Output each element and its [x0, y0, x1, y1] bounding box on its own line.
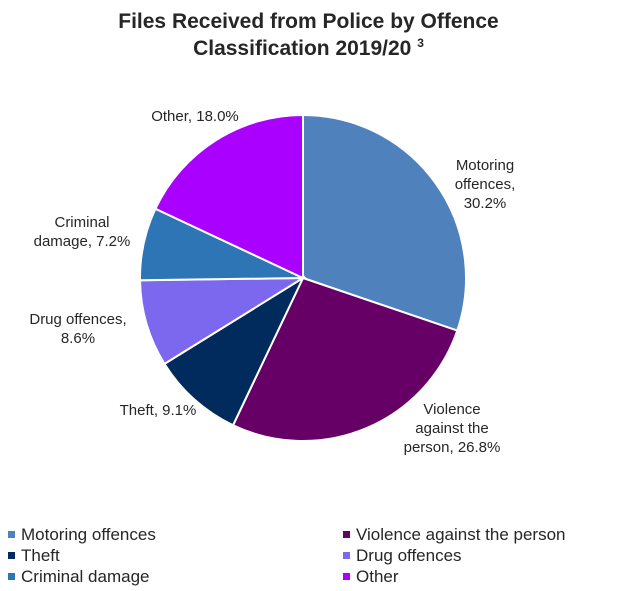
- legend-swatch: [8, 573, 15, 580]
- chart-title-line-2: Classification 2019/20 3: [0, 35, 617, 62]
- legend-item-theft: Theft: [8, 545, 343, 566]
- pie-slice-other: [154, 113, 304, 280]
- legend-label: Drug offences: [356, 546, 462, 565]
- legend-swatch: [343, 531, 350, 538]
- chart-legend: Motoring offences Violence against the pe…: [8, 524, 613, 587]
- title-footnote-marker: 3: [417, 36, 424, 50]
- data-label-theft: Theft, 9.1%: [120, 402, 197, 419]
- legend-item-criminal-damage: Criminal damage: [8, 566, 343, 587]
- legend-swatch: [8, 552, 15, 559]
- legend-swatch: [343, 552, 350, 559]
- chart-title-line-2-text: Classification 2019/20: [193, 37, 412, 60]
- legend-label: Motoring offences: [21, 525, 156, 544]
- pie-slice-theft: [163, 275, 306, 427]
- legend-item-drug-offences: Drug offences: [343, 545, 613, 566]
- pie-slice-motoring-offences: [302, 113, 467, 332]
- pie-slice-violence-against-the-person: [231, 276, 459, 442]
- legend-label: Other: [356, 567, 399, 586]
- pie-chart: Motoring offences, 30.2% Violence against th…: [29, 108, 516, 456]
- legend-swatch: [343, 573, 350, 580]
- pie-slice-drug-offences: [139, 276, 307, 366]
- legend-label: Criminal damage: [21, 567, 150, 586]
- data-label-other: Other, 18.0%: [151, 108, 239, 125]
- legend-item-other: Other: [343, 566, 613, 587]
- legend-swatch: [8, 531, 15, 538]
- legend-label: Violence against the person: [356, 525, 566, 544]
- chart-title-line-1: Files Received from Police by Offence: [118, 10, 499, 33]
- data-label-drug-offences: Drug offences, 8.6%: [29, 311, 126, 347]
- legend-label: Theft: [21, 546, 60, 565]
- legend-item-violence-against-the-person: Violence against the person: [343, 524, 613, 545]
- legend-item-motoring-offences: Motoring offences: [8, 524, 343, 545]
- data-label-motoring-offences: Motoring offences, 30.2%: [455, 157, 516, 212]
- data-label-violence-against-the-person: Violence against the person, 26.8%: [404, 401, 501, 456]
- data-label-criminal-damage: Criminal damage, 7.2%: [34, 214, 131, 250]
- chart-title: Files Received from Police by Offence Cl…: [0, 8, 617, 62]
